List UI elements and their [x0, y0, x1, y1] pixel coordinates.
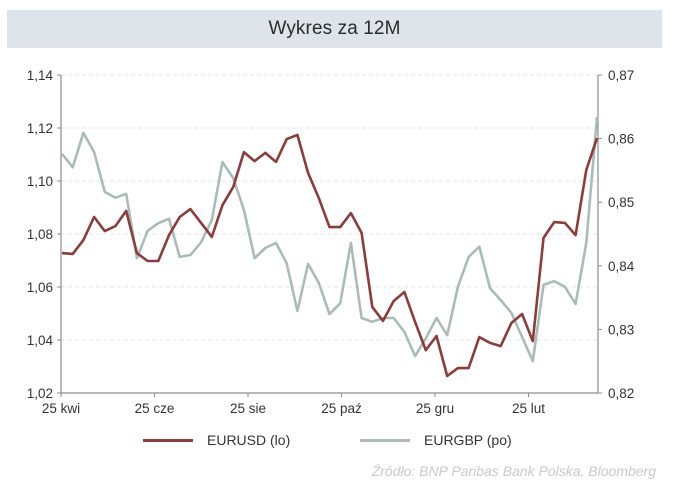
legend-item-eurgbp: EURGBP (po)	[360, 432, 512, 448]
right-tick-label: 0,82	[608, 386, 634, 401]
x-axis-ticks: 25 kwi 25 cze 25 sie 25 paź 25 gru 25 lut	[42, 393, 545, 416]
chart-header: Wykres za 12M	[7, 10, 662, 48]
x-tick-label: 25 gru	[416, 401, 454, 416]
line-chart: 1,141,121,101,081,061,041,02 0,870,860,8…	[27, 68, 635, 416]
legend-swatch-eurusd	[143, 438, 193, 442]
source-note: Źródło: BNP Paribas Bank Polska, Bloombe…	[371, 463, 656, 479]
eurgbp-line	[60, 116, 599, 363]
right-axis-ticks: 0,87 0,86 0,85 0,84 0,83 0,82	[598, 68, 635, 401]
x-tick-label: 25 kwi	[42, 401, 80, 416]
left-tick-label: 1,06	[27, 280, 53, 295]
right-tick-label: 0,87	[608, 68, 634, 83]
eurusd-line	[61, 133, 599, 378]
legend-item-eurusd: EURUSD (lo)	[143, 432, 290, 448]
right-tick-label: 0,84	[608, 259, 635, 274]
left-tick-label: 1,04	[27, 333, 54, 348]
right-tick-label: 0,85	[608, 195, 634, 210]
left-axis-ticks: 1,14 1,12 1,10 1,08 1,06 1,04 1,02	[27, 68, 61, 401]
x-tick-label: 25 lut	[512, 401, 545, 416]
x-tick-label: 25 sie	[230, 401, 266, 416]
right-tick-label: 0,86	[608, 132, 634, 147]
left-tick-label: 1,10	[27, 174, 53, 189]
left-tick-label: 1,14	[27, 68, 54, 83]
left-tick-label: 1,02	[27, 386, 53, 401]
left-tick-label: 1,08	[27, 227, 53, 242]
right-tick-label: 0,83	[608, 322, 634, 337]
legend-label-eurgbp: EURGBP (po)	[424, 432, 512, 448]
gridlines	[61, 74, 598, 341]
legend-label-eurusd: EURUSD (lo)	[207, 432, 291, 448]
chart-legend: EURUSD (lo) EURGBP (po)	[0, 432, 683, 452]
x-tick-label: 25 paź	[321, 401, 362, 416]
chart-title: Wykres za 12M	[268, 18, 401, 39]
left-tick-label: 1,12	[27, 121, 53, 136]
x-tick-label: 25 cze	[135, 401, 175, 416]
legend-swatch-eurgbp	[360, 438, 410, 442]
